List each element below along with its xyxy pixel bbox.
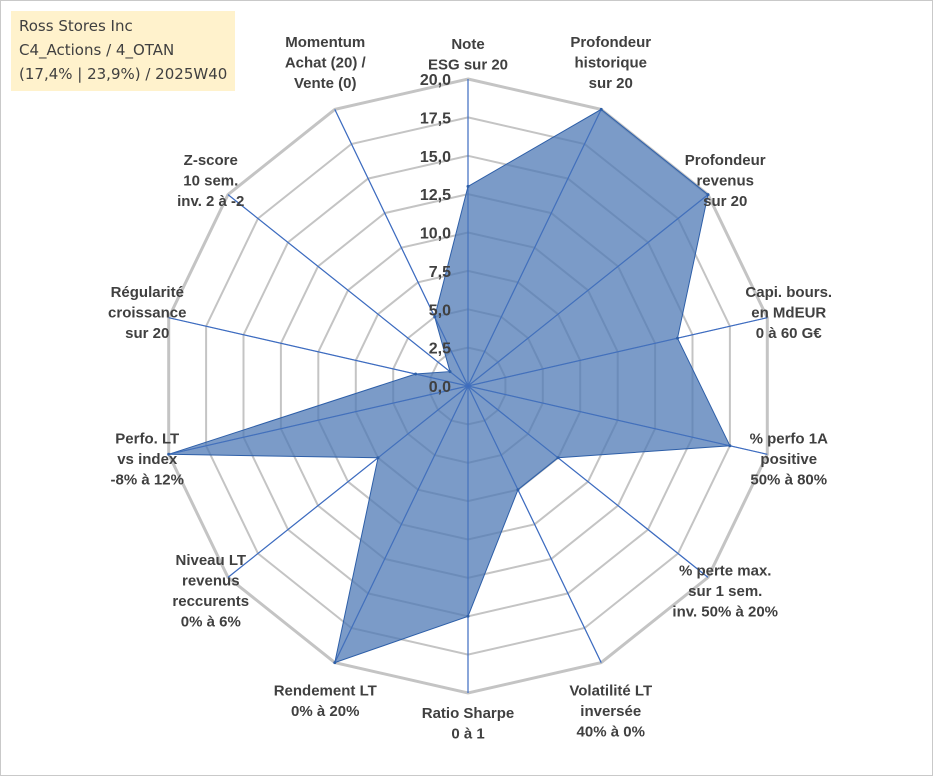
category-label-line: Rendement LT (274, 682, 377, 699)
category-label: Momentum Achat (20) / Vente (0) (285, 34, 367, 92)
tick-label: 7,5 (429, 264, 451, 281)
title-line-2: C4_Actions / 4_OTAN (19, 41, 175, 59)
category-label-line: Momentum (285, 34, 365, 51)
tick-label: 15,0 (420, 149, 451, 166)
category-label: Volatilité LT inversée 40% à 0% (569, 682, 652, 740)
category-label-line: 0% à 6% (181, 614, 241, 631)
category-label-line: Perfo. LT (115, 430, 179, 447)
category-label-line: inv. 2 à -2 (177, 193, 244, 210)
category-label-line: Capi. bours. (745, 284, 832, 301)
category-label-line: ESG sur 20 (428, 57, 508, 74)
category-label-line: sur 1 sem. (688, 583, 762, 600)
spoke-overlay (227, 194, 469, 387)
spoke-overlay (168, 317, 469, 387)
spoke-overlay (467, 385, 768, 455)
category-label-line: Régularité (111, 284, 184, 301)
data-point (556, 456, 560, 460)
tick-label: 12,5 (420, 187, 451, 204)
spoke-overlay (334, 385, 469, 663)
data-point (516, 488, 520, 492)
category-label-line: Profondeur (570, 34, 651, 51)
category-label: Profondeur historique sur 20 (570, 34, 651, 92)
tick-label: 20,0 (420, 72, 451, 89)
chart-title-box: Ross Stores Inc C4_Actions / 4_OTAN (17,… (11, 11, 235, 91)
category-label: % perte max. sur 1 sem. inv. 50% à 20% (672, 562, 778, 620)
title-line-3: (17,4% | 23,9%) / 2025W40 (19, 65, 228, 83)
category-label-line: Z-score (184, 152, 238, 169)
tick-label: 0,0 (429, 379, 451, 396)
data-point (466, 184, 470, 188)
category-label-line: Profondeur (685, 152, 766, 169)
category-label: Note ESG sur 20 (428, 36, 508, 74)
category-label-line: Vente (0) (294, 75, 357, 92)
category-label-line: -8% à 12% (111, 471, 184, 488)
category-label-line: 10 sem. (183, 173, 238, 190)
category-labels: Note ESG sur 20 Profondeur historique sur 20… (108, 34, 832, 742)
category-label: Capi. bours. en MdEUR 0 à 60 G€ (745, 284, 832, 342)
category-label-line: 50% à 80% (750, 471, 827, 488)
title-line-1: Ross Stores Inc (19, 17, 133, 35)
data-point (599, 107, 603, 111)
category-label-line: Note (451, 36, 484, 53)
data-point (333, 661, 337, 665)
category-label-line: inv. 50% à 20% (672, 603, 778, 620)
data-point (414, 372, 418, 376)
category-label-line: Achat (20) / (285, 55, 367, 72)
category-label-line: croissance (108, 305, 186, 322)
category-label-line: 40% à 0% (577, 723, 645, 740)
category-label-line: revenus (696, 173, 754, 190)
spoke-overlay (467, 194, 709, 387)
category-label: Régularité croissance sur 20 (108, 284, 186, 342)
category-label-line: 0 à 60 G€ (756, 325, 823, 342)
category-label-line: Niveau LT (175, 552, 246, 569)
radial-axis: 0,0 2,5 5,0 7,5 10,0 12,5 15,0 17,5 20,0 (420, 72, 451, 396)
category-label-line: % perte max. (679, 562, 772, 579)
category-label-line: positive (760, 451, 817, 468)
category-label-line: sur 20 (589, 75, 633, 92)
category-label-line: Volatilité LT (569, 682, 652, 699)
category-label-line: 0 à 1 (451, 726, 484, 743)
category-label-line: 0% à 20% (291, 703, 359, 720)
category-label: Perfo. LT vs index -8% à 12% (111, 430, 184, 488)
spoke-overlay (227, 385, 469, 578)
series-area (167, 79, 768, 693)
category-label: Ratio Sharpe 0 à 1 (422, 705, 515, 743)
category-label: Rendement LT 0% à 20% (274, 682, 377, 720)
data-point (167, 452, 171, 456)
category-label-line: en MdEUR (751, 305, 826, 322)
category-label-line: % perfo 1A (750, 430, 829, 447)
data-point (448, 370, 452, 374)
spoke-overlay (467, 109, 602, 387)
category-label-line: inversée (580, 703, 641, 720)
category-label-line: Ratio Sharpe (422, 705, 515, 722)
category-label-line: vs index (117, 451, 178, 468)
category-label-line: sur 20 (703, 193, 747, 210)
tick-label: 2,5 (429, 341, 451, 358)
category-label: % perfo 1A positive 50% à 80% (750, 430, 829, 488)
category-label-line: sur 20 (125, 325, 169, 342)
spoke-overlay (168, 385, 469, 455)
category-label-line: historique (574, 55, 647, 72)
spoke-overlay (467, 385, 602, 663)
category-label-line: reccurents (172, 593, 249, 610)
tick-label: 17,5 (420, 110, 451, 127)
category-label: Profondeur revenus sur 20 (685, 152, 766, 210)
spoke-overlay (334, 109, 469, 387)
data-point (376, 456, 380, 460)
data-point (433, 315, 437, 319)
data-point (706, 193, 710, 197)
category-label: Niveau LT revenus reccurents 0% à 6% (172, 552, 249, 631)
category-label-line: revenus (182, 573, 240, 590)
tick-label: 5,0 (429, 302, 451, 319)
category-label: Z-score 10 sem. inv. 2 à -2 (177, 152, 244, 210)
data-point (728, 444, 732, 448)
data-point (676, 336, 679, 340)
data-point (466, 614, 470, 618)
spoke-overlay (467, 317, 768, 387)
spoke-overlay (467, 385, 709, 578)
tick-label: 10,0 (420, 226, 451, 243)
